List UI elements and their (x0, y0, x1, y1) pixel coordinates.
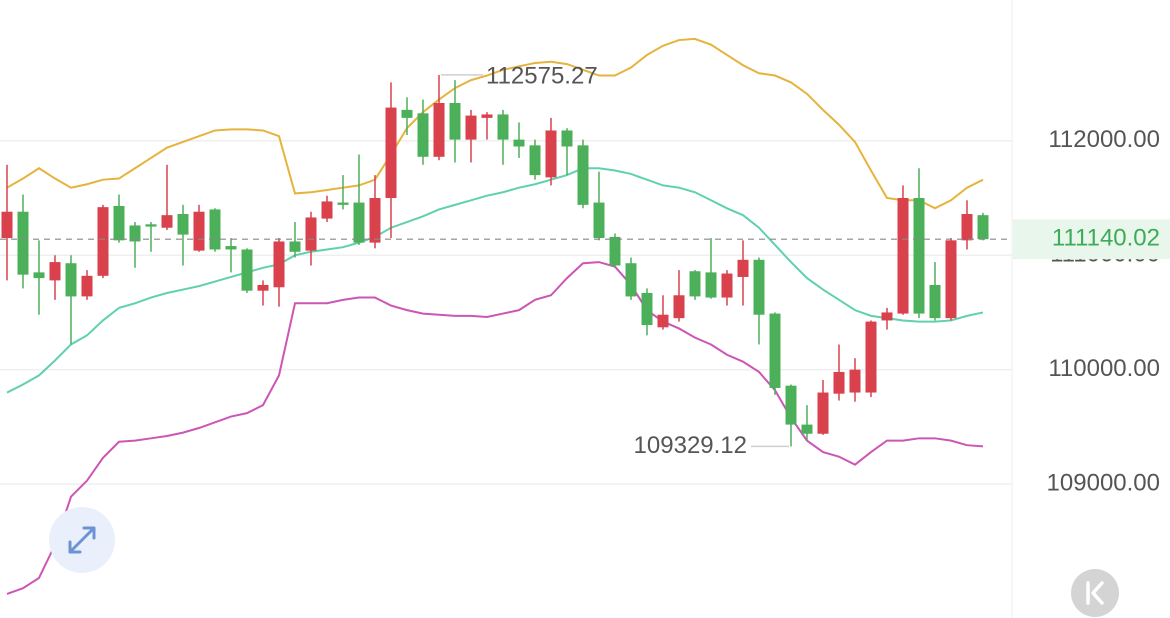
current-price: 111140.02 (0, 219, 1170, 260)
candle-body (129, 225, 141, 242)
candle-body (849, 369, 861, 393)
candle-body (257, 284, 269, 291)
candle-body (705, 272, 717, 298)
collapse-icon[interactable] (1086, 581, 1104, 605)
candle-body (145, 224, 157, 227)
candle-body (785, 385, 797, 425)
candle-body (593, 202, 605, 239)
candle-body (833, 371, 845, 394)
candle-body (497, 114, 509, 140)
candle-body (673, 295, 685, 319)
candle-body (913, 197, 925, 314)
collapse-button[interactable] (1071, 569, 1119, 617)
candle-body (417, 113, 429, 157)
candle-body (385, 107, 397, 198)
band-line (6, 167, 984, 394)
candle-body (769, 313, 781, 388)
candle-body (881, 312, 893, 321)
candle-body (561, 130, 573, 147)
candle-body (545, 130, 557, 178)
min-label: 109329.12 (634, 432, 747, 459)
y-tick-label: 112000.00 (1048, 126, 1160, 153)
band-line (6, 37, 984, 210)
candle-body (513, 139, 525, 147)
candle-body (161, 215, 173, 228)
current-price-label: 111140.02 (1052, 225, 1160, 252)
candle-body (737, 259, 749, 277)
candle-body (273, 241, 285, 288)
candle-body (625, 263, 637, 297)
candle-body (177, 214, 189, 235)
candle-body (289, 241, 301, 252)
candle-body (225, 246, 237, 250)
candle-body (689, 271, 701, 297)
y-tick-label: 110000.00 (1048, 355, 1160, 382)
candle-body (801, 424, 813, 434)
candle-body (33, 272, 45, 279)
candle-body (81, 275, 93, 297)
candle-body (977, 215, 989, 240)
candle-body (97, 207, 109, 276)
expand-icon[interactable] (68, 526, 96, 554)
candle-body (465, 115, 477, 140)
candle-body (369, 197, 381, 243)
candle-body (865, 321, 877, 393)
annotations: 112575.27 109329.12 (441, 62, 789, 459)
candle-body (481, 114, 493, 118)
candle-body (1, 211, 13, 239)
candles (1, 74, 989, 447)
grid (0, 140, 1012, 485)
candle-body (193, 211, 205, 251)
bollinger-bands (6, 37, 984, 595)
candle-body (241, 249, 253, 291)
expand-button[interactable] (49, 507, 115, 573)
candle-body (113, 206, 125, 241)
candle-body (321, 201, 333, 219)
candle-body (961, 214, 973, 241)
candle-body (337, 202, 349, 205)
candle-body (897, 197, 909, 314)
candle-body (721, 273, 733, 298)
candle-body (753, 259, 765, 315)
candle-body (929, 284, 941, 319)
candle-body (657, 314, 669, 328)
candle-body (577, 145, 589, 205)
candle-body (49, 262, 61, 281)
max-label: 112575.27 (486, 62, 598, 89)
candle-body (945, 240, 957, 319)
candle-body (641, 292, 653, 326)
y-tick-label: 109000.00 (1047, 469, 1160, 496)
candle-body (305, 217, 317, 251)
candle-body (209, 209, 221, 250)
candle-body (449, 103, 461, 140)
candle-body (817, 392, 829, 434)
candle-body (65, 263, 77, 297)
candle-body (609, 236, 621, 266)
current-price-box (1013, 219, 1170, 260)
band-line (6, 261, 984, 595)
candle-body (433, 103, 445, 157)
candle-body (401, 109, 413, 118)
candle-body (353, 202, 365, 243)
candle-body (529, 145, 541, 176)
candle-body (17, 211, 29, 275)
